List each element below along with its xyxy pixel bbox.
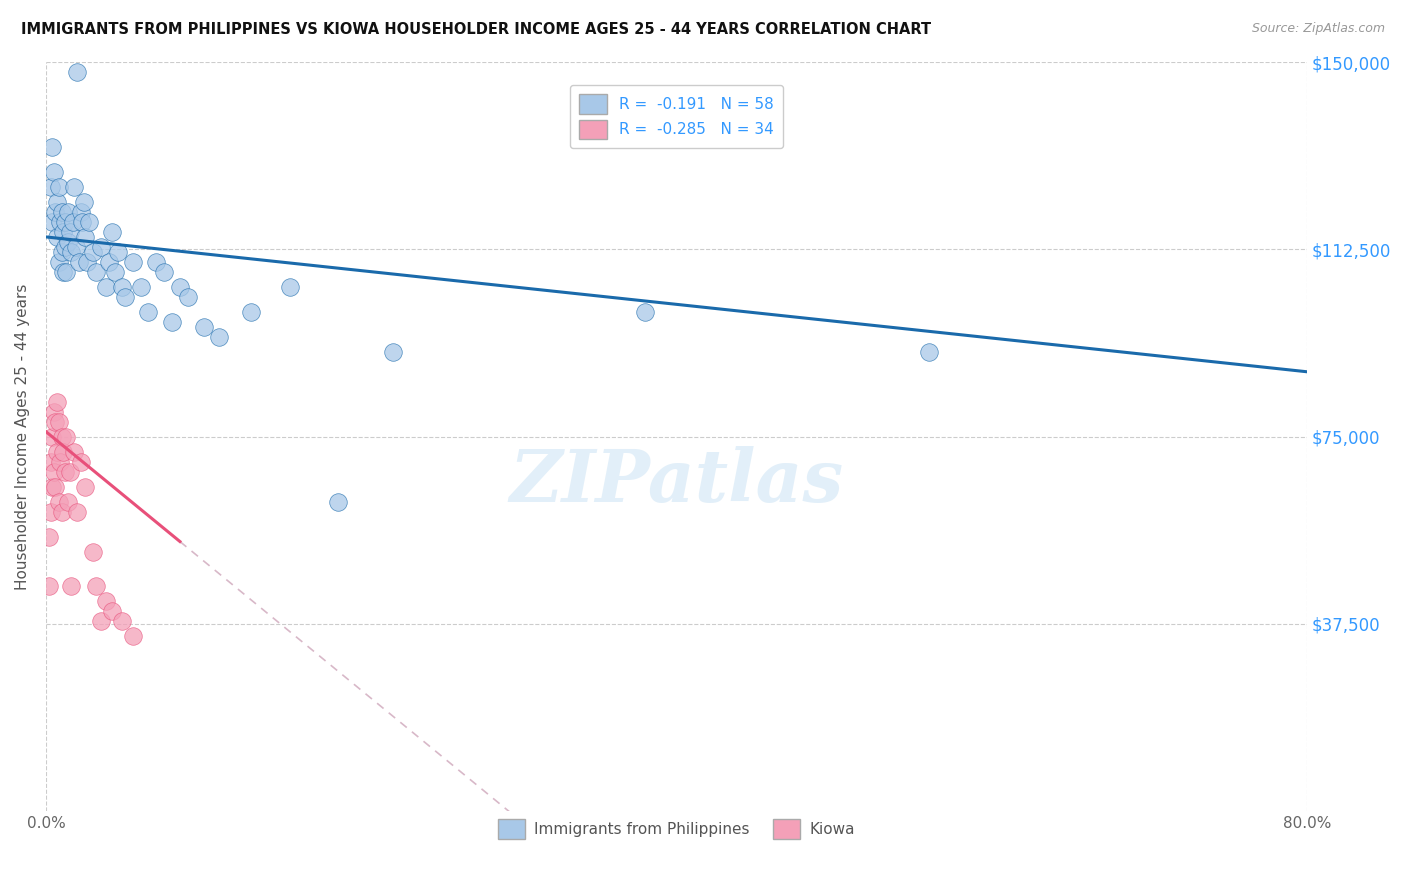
Point [326,494,349,508]
Point [86,579,108,593]
Point [49,215,72,229]
Point [52,225,75,239]
Point [90,240,112,254]
Point [53,215,76,229]
Point [111,615,134,629]
Point [153,265,176,279]
Point [39,505,62,519]
Point [48,180,70,194]
Point [48,255,70,269]
Point [59,225,82,239]
Point [75,480,97,494]
Point [107,244,129,259]
Point [169,280,191,294]
Point [41,140,63,154]
Point [177,290,200,304]
Point [44,480,66,494]
Point [67,255,90,269]
Point [138,305,160,319]
Point [46,444,69,458]
Point [86,265,108,279]
Text: ZIPatlas: ZIPatlas [509,446,844,517]
Point [101,225,124,239]
Point [53,240,76,254]
Point [52,444,75,458]
Point [239,305,262,319]
Point [121,255,143,269]
Point [59,465,82,479]
Point [51,505,73,519]
Point [278,280,301,294]
Point [56,205,79,219]
Point [49,455,72,469]
Point [94,280,117,294]
Point [101,604,124,618]
Point [98,255,121,269]
Point [55,430,77,444]
Point [60,244,83,259]
Point [70,215,93,229]
Point [41,215,63,229]
Point [51,244,73,259]
Point [94,594,117,608]
Point [53,465,76,479]
Point [82,244,104,259]
Point [44,205,66,219]
Point [77,215,100,229]
Point [48,494,70,508]
Point [56,235,79,249]
Point [917,344,939,359]
Point [381,344,404,359]
Point [38,579,60,593]
Point [634,305,657,319]
Point [39,455,62,469]
Point [60,579,83,593]
Point [90,615,112,629]
Text: IMMIGRANTS FROM PHILIPPINES VS KIOWA HOUSEHOLDER INCOME AGES 25 - 44 YEARS CORRE: IMMIGRANTS FROM PHILIPPINES VS KIOWA HOU… [21,22,931,37]
Point [39,180,62,194]
Point [145,255,167,269]
Point [52,265,75,279]
Point [75,230,97,244]
Point [73,194,96,209]
Point [41,430,63,444]
Point [46,194,69,209]
Point [129,280,152,294]
Point [65,240,87,254]
Point [69,455,91,469]
Point [66,65,89,79]
Point [69,205,91,219]
Y-axis label: Householder Income Ages 25 - 44 years: Householder Income Ages 25 - 44 years [15,284,30,590]
Point [55,265,77,279]
Point [82,544,104,558]
Legend: Immigrants from Philippines, Kiowa: Immigrants from Philippines, Kiowa [492,813,860,845]
Point [48,415,70,429]
Point [41,480,63,494]
Point [63,444,86,458]
Point [63,180,86,194]
Point [42,465,65,479]
Point [111,280,134,294]
Point [42,165,65,179]
Text: Source: ZipAtlas.com: Source: ZipAtlas.com [1251,22,1385,36]
Point [160,315,183,329]
Point [121,629,143,643]
Point [46,394,69,409]
Point [42,405,65,419]
Point [56,494,79,508]
Point [51,430,73,444]
Point [62,215,84,229]
Point [193,319,215,334]
Point [66,505,89,519]
Point [44,415,66,429]
Point [104,265,127,279]
Point [46,230,69,244]
Point [208,330,231,344]
Point [51,205,73,219]
Point [76,255,98,269]
Point [38,529,60,543]
Point [114,290,136,304]
